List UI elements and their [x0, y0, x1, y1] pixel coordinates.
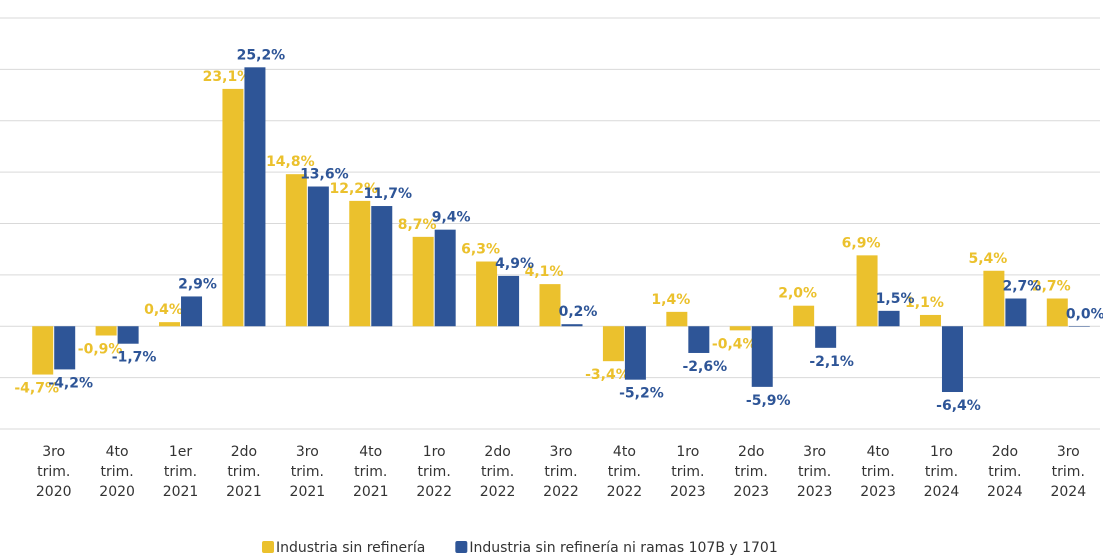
data-label: 1,5%	[876, 291, 915, 307]
data-label: 4,1%	[525, 264, 564, 280]
data-label: -2,6%	[683, 359, 728, 375]
x-tick-label: 2do trim. 2021	[226, 444, 262, 500]
data-label: 2,0%	[778, 286, 817, 302]
legend-swatch	[455, 541, 468, 553]
bar	[729, 326, 751, 331]
x-tick-label: 4to trim. 2022	[607, 444, 643, 500]
bar	[371, 206, 393, 327]
bar	[539, 284, 561, 327]
x-tick-label: 4to trim. 2021	[353, 444, 389, 500]
bar	[181, 296, 203, 327]
bar	[434, 229, 456, 327]
bar	[688, 326, 710, 353]
data-label: 0,2%	[559, 304, 598, 320]
data-label: -6,4%	[936, 398, 981, 414]
x-tick-label: 1ro trim. 2024	[924, 444, 960, 500]
bar	[498, 275, 520, 327]
x-tick-label: 3ro trim. 2020	[36, 444, 72, 500]
bar	[1005, 298, 1027, 327]
bar	[412, 236, 434, 327]
data-label: 11,7%	[363, 186, 412, 202]
legend-label: Industria sin refinería	[276, 540, 425, 556]
bar	[32, 326, 54, 375]
bar	[602, 326, 624, 362]
bar	[244, 67, 266, 327]
x-tick-label: 2do trim. 2023	[733, 444, 769, 500]
bar	[222, 88, 244, 327]
data-label: 8,7%	[398, 217, 437, 233]
bar	[751, 326, 773, 387]
data-label: 1,1%	[905, 295, 944, 311]
bar	[941, 326, 963, 393]
data-label: 9,4%	[432, 210, 471, 226]
x-tick-label: 1ro trim. 2023	[670, 444, 706, 500]
data-label: 0,4%	[144, 302, 183, 318]
bar	[624, 326, 646, 380]
x-tick-label: 3ro trim. 2023	[797, 444, 833, 500]
bar	[1068, 326, 1090, 327]
bar	[54, 326, 76, 370]
x-tick-label: 2do trim. 2024	[987, 444, 1023, 500]
data-label: 6,9%	[842, 235, 881, 251]
bar	[878, 310, 900, 327]
data-label: -1,7%	[112, 350, 157, 366]
bar	[561, 324, 583, 327]
bar	[307, 186, 329, 327]
x-tick-label: 4to trim. 2020	[99, 444, 135, 500]
data-label: -4,2%	[48, 375, 93, 391]
x-tick-label: 1ro trim. 2022	[416, 444, 452, 500]
x-tick-label: 2do trim. 2022	[480, 444, 516, 500]
data-label: -4,7%	[14, 381, 59, 397]
legend-swatch	[262, 541, 274, 553]
bar	[476, 261, 498, 327]
bar	[159, 322, 181, 327]
data-label: -2,1%	[809, 354, 854, 370]
legend-label: Industria sin refinería ni ramas 107B y …	[469, 540, 777, 556]
x-tick-label: 3ro trim. 2021	[290, 444, 326, 500]
bar	[117, 326, 139, 344]
data-label: -0,9%	[78, 341, 123, 357]
data-label: 13,6%	[300, 167, 349, 183]
data-label: 2,9%	[178, 276, 217, 292]
bar	[856, 255, 878, 327]
bar	[793, 305, 815, 327]
bar	[666, 311, 688, 327]
data-label: 12,2%	[329, 181, 378, 197]
data-label: -3,4%	[585, 367, 630, 383]
bar	[815, 326, 837, 348]
x-tick-label: 4to trim. 2023	[860, 444, 896, 500]
bar	[285, 174, 307, 327]
data-label: 4,9%	[495, 256, 534, 272]
data-label: 0,0%	[1066, 306, 1103, 322]
data-label: 2,7%	[1032, 279, 1071, 295]
data-label: -5,9%	[746, 393, 791, 409]
bar	[349, 200, 371, 327]
x-tick-label: 3ro trim. 2022	[543, 444, 579, 500]
bar	[1046, 298, 1068, 327]
data-label: -5,2%	[619, 386, 664, 402]
data-label: 5,4%	[968, 251, 1007, 267]
data-label: -0,4%	[712, 336, 757, 352]
bar	[919, 314, 941, 327]
data-label: 14,8%	[266, 154, 315, 170]
x-tick-label: 1er trim. 2021	[163, 444, 199, 500]
data-label: 25,2%	[237, 47, 286, 63]
data-label: 6,3%	[461, 242, 500, 258]
bar	[95, 326, 117, 336]
bar	[983, 270, 1005, 327]
data-label: 1,4%	[651, 292, 690, 308]
x-tick-label: 3ro trim. 2024	[1050, 444, 1086, 500]
data-label: 2,7%	[1002, 279, 1041, 295]
data-label: 23,1%	[203, 69, 252, 85]
